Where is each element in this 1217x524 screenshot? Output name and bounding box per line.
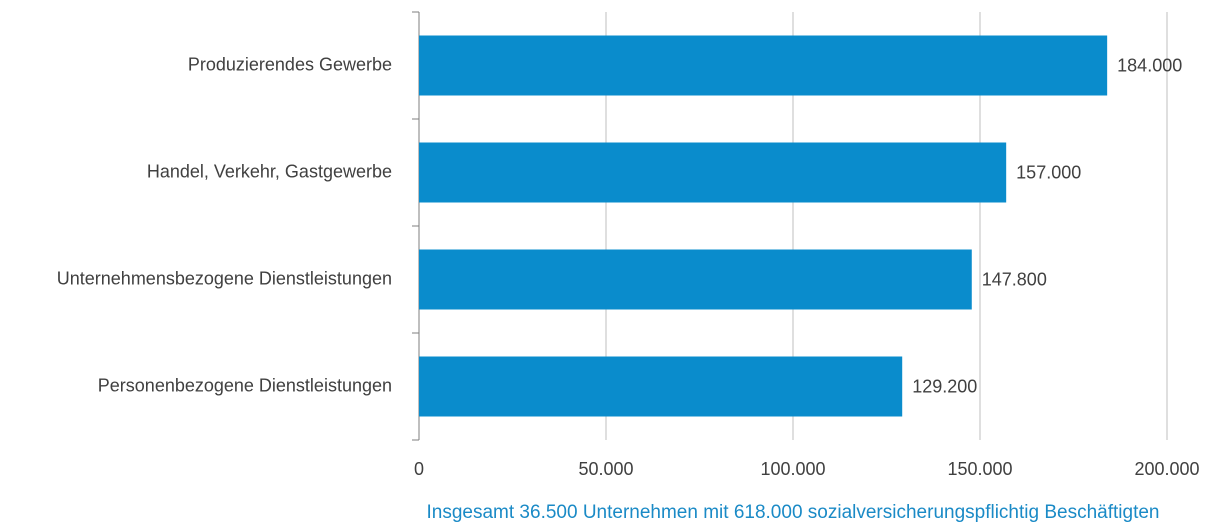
- x-tick-label: 100.000: [760, 459, 825, 479]
- value-label: 157.000: [1016, 162, 1081, 182]
- y-tick-label: Produzierendes Gewerbe: [188, 54, 392, 74]
- value-label: 184.000: [1117, 55, 1182, 75]
- y-tick-label: Personenbezogene Dienstleistungen: [98, 375, 392, 395]
- bar: [419, 142, 1007, 203]
- value-label: 129.200: [912, 376, 977, 396]
- bar: [419, 356, 903, 417]
- value-label: 147.800: [982, 269, 1047, 289]
- y-tick-label: Handel, Verkehr, Gastgewerbe: [147, 161, 392, 181]
- bar: [419, 249, 972, 310]
- x-tick-label: 200.000: [1134, 459, 1199, 479]
- x-axis-label: Insgesamt 36.500 Unternehmen mit 618.000…: [427, 502, 1160, 523]
- x-tick-label: 50.000: [578, 459, 633, 479]
- x-tick-label: 0: [414, 459, 424, 479]
- x-tick-label: 150.000: [947, 459, 1012, 479]
- bar: [419, 35, 1108, 96]
- y-tick-label: Unternehmensbezogene Dienstleistungen: [57, 268, 392, 288]
